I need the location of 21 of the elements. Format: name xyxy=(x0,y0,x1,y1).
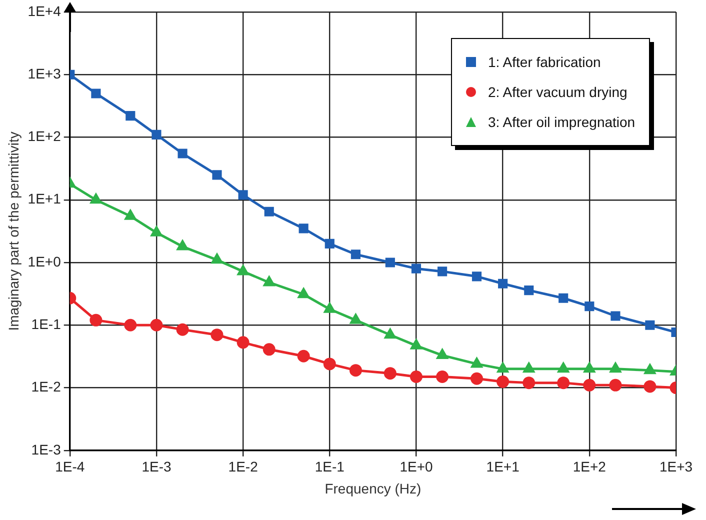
legend-label: 3: After oil impregnation xyxy=(488,114,636,130)
x-tick-label: 1E+0 xyxy=(400,458,433,475)
legend-label: 2: After vacuum drying xyxy=(488,84,628,100)
y-tick-label: 1E+4 xyxy=(28,2,62,19)
x-tick-label: 1E-2 xyxy=(228,458,258,475)
y-tick-label: 1E-2 xyxy=(31,378,62,395)
x-tick-label: 1E+2 xyxy=(572,458,606,475)
y-tick-label: 1E+0 xyxy=(28,253,62,270)
y-tick-label: 1E+3 xyxy=(28,65,62,82)
y-tick-label: 1E+2 xyxy=(28,128,62,144)
y-tick-label: 1E-1 xyxy=(31,316,62,332)
legend-label: 1: After fabrication xyxy=(488,54,601,70)
y-axis-title: Imaginary part of the permittivity xyxy=(5,132,22,331)
x-axis-title: Frequency (Hz) xyxy=(324,480,422,496)
y-tick-label: 1E+1 xyxy=(28,190,62,207)
y-tick-label: 1E-3 xyxy=(31,441,62,458)
x-tick-label: 1E-3 xyxy=(142,458,172,475)
x-tick-label: 1E-1 xyxy=(314,458,345,475)
x-tick-label: 1E+3 xyxy=(659,458,693,475)
x-tick-label: 1E+1 xyxy=(486,458,520,475)
x-tick-label: 1E-4 xyxy=(55,458,85,475)
